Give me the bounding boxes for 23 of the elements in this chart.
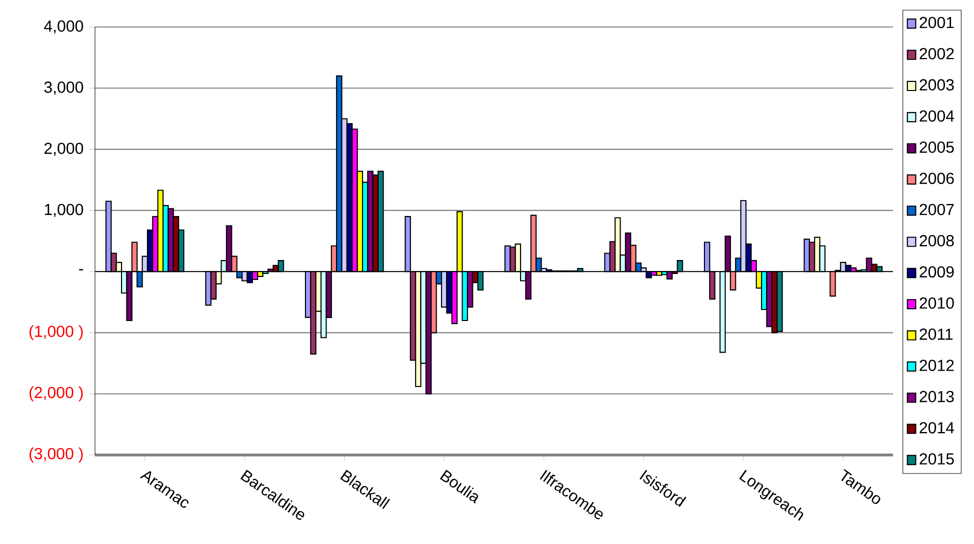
- y-tick-label: (2,000 ): [30, 386, 83, 402]
- legend-label: 2005: [920, 142, 954, 153]
- y-tick-label: 2,000: [44, 142, 84, 156]
- legend-label: 2001: [920, 16, 954, 28]
- legend-label: 2014: [920, 422, 954, 434]
- legend-label: 2012: [920, 360, 954, 372]
- y-tick-label: (1,000 ): [30, 325, 83, 340]
- y-tick-label: 4,000: [44, 20, 84, 34]
- y-tick-label: 1,000: [44, 204, 84, 218]
- y-tick-label: (3,000 ): [30, 448, 83, 462]
- legend-label: 2015: [920, 453, 954, 465]
- legend-label: 2006: [920, 172, 954, 184]
- y-tick-label: 3,000: [44, 82, 84, 95]
- legend-label: 2010: [920, 297, 954, 309]
- legend-label: 2011: [920, 328, 953, 340]
- legend-label: 2008: [920, 235, 954, 246]
- legend-label: 2007: [920, 204, 954, 216]
- legend-label: 2009: [920, 266, 954, 278]
- legend-label: 2013: [920, 390, 954, 402]
- legend-label: 2002: [920, 48, 954, 60]
- y-tick-label: -: [79, 269, 84, 270]
- legend-label: 2004: [920, 110, 954, 122]
- legend-label: 2003: [920, 79, 954, 90]
